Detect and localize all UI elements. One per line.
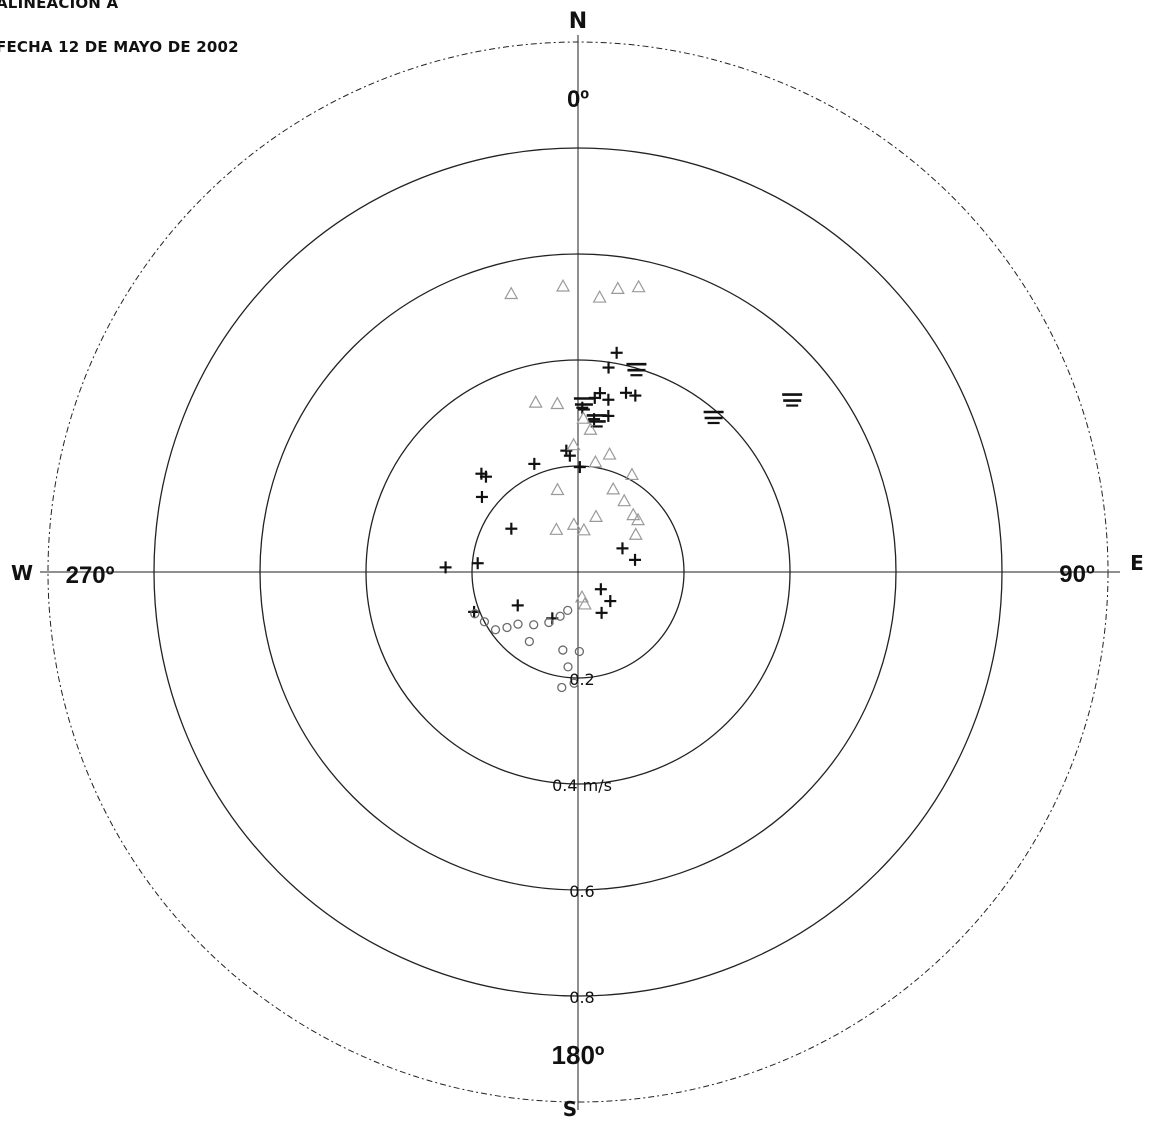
circle-point	[513, 619, 523, 629]
circle-point	[490, 625, 501, 635]
north-label: N	[569, 9, 587, 34]
deg-0-label: 0º	[567, 86, 589, 113]
plus-point	[475, 490, 488, 503]
south-label: S	[563, 1097, 577, 1121]
triangle-point	[566, 437, 581, 451]
circle-point	[563, 605, 573, 616]
dash-point	[782, 393, 803, 407]
triangle-point	[626, 507, 641, 521]
triangle-point	[628, 527, 643, 540]
plus-point	[593, 387, 606, 400]
ring-label-0.6: 0.6	[569, 882, 594, 901]
dash-point	[573, 397, 594, 411]
plus-point	[602, 393, 615, 406]
plus-point	[560, 444, 573, 457]
triangle-point	[550, 396, 565, 410]
triangle-point	[577, 596, 592, 610]
circle-point	[558, 645, 568, 655]
plus-point	[528, 457, 541, 470]
chart-title: ALINEACIÓN A	[0, 0, 119, 12]
triangle-point	[624, 467, 639, 481]
circle-point	[563, 662, 573, 672]
plus-point	[573, 461, 586, 474]
triangle-point	[504, 286, 519, 300]
circle-point	[529, 620, 539, 630]
circle-point	[479, 617, 490, 627]
circle-point	[502, 622, 512, 633]
triangle-point	[630, 512, 646, 526]
ring-labels: 0.20.4 m/s0.60.81 m/s	[552, 670, 612, 1007]
circle-point	[555, 611, 565, 621]
triangle-point	[576, 411, 591, 424]
dash-point	[703, 410, 724, 425]
plus-point	[629, 389, 642, 402]
triangle-point	[556, 278, 571, 292]
plus-point	[595, 606, 608, 619]
triangle-point	[588, 454, 603, 468]
west-label: W	[11, 561, 33, 585]
plus-point	[511, 599, 524, 612]
plus-point	[616, 542, 629, 555]
triangle-point	[606, 481, 621, 495]
circle-point	[470, 609, 480, 619]
plus-point	[475, 467, 488, 480]
triangle-point	[617, 493, 632, 507]
triangle-point	[576, 522, 591, 536]
triangle-point	[631, 279, 646, 293]
circle-point	[574, 646, 585, 657]
ring-label-0.2: 0.2	[569, 670, 594, 689]
triangle-point	[528, 395, 543, 408]
plus-point	[620, 386, 633, 399]
triangle-point	[610, 281, 625, 294]
compass-axes	[40, 35, 1120, 1110]
chart-date: FECHA 12 DE MAYO DE 2002	[0, 38, 239, 56]
triangle-point	[574, 589, 589, 603]
deg-270-label: 270º	[66, 562, 115, 589]
triangle-point	[592, 290, 607, 303]
plus-point	[629, 553, 642, 566]
circle-point	[544, 617, 554, 628]
plus-point	[602, 361, 615, 374]
east-label: E	[1130, 551, 1144, 575]
triangle-point	[549, 522, 564, 535]
triangle-point	[588, 509, 604, 522]
circle-point	[557, 682, 567, 693]
triangle-point	[583, 422, 598, 435]
circle-point	[569, 678, 579, 688]
data-points	[439, 278, 803, 693]
plus-point	[471, 557, 484, 570]
ring-label-0.4: 0.4 m/s	[552, 776, 612, 795]
deg-180-label: 180º	[552, 1040, 605, 1070]
circle-point	[524, 636, 535, 647]
triangle-point	[566, 517, 581, 530]
dash-point	[626, 362, 647, 377]
plus-point	[439, 561, 452, 574]
deg-90-label: 90º	[1059, 561, 1095, 588]
ring-label-0.8: 0.8	[569, 988, 594, 1007]
triangle-point	[550, 482, 565, 496]
plus-point	[604, 595, 617, 608]
plus-point	[610, 346, 623, 359]
triangle-point	[602, 447, 617, 460]
plus-point	[505, 522, 518, 535]
plus-point	[594, 583, 607, 596]
